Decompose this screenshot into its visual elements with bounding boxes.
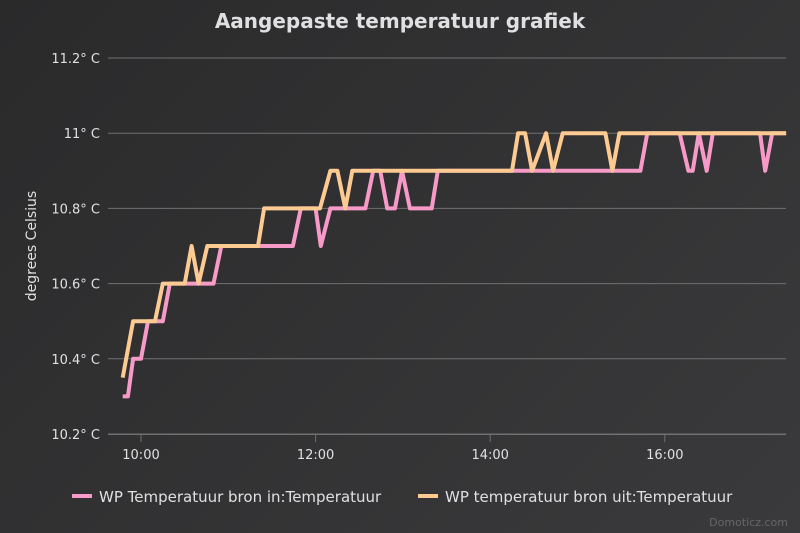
legend-item-0[interactable]: WP Temperatuur bron in:Temperatuur: [72, 488, 382, 506]
series-line-0[interactable]: [122, 131, 787, 399]
legend-label: WP Temperatuur bron in:Temperatuur: [99, 488, 382, 506]
y-tick-label: 10.8° C: [51, 202, 100, 217]
y-tick-label: 10.6° C: [51, 278, 100, 293]
series-line-1[interactable]: [120, 131, 787, 378]
y-tick-label: 11.2° C: [51, 52, 100, 67]
chart-title: Aangepaste temperatuur grafiek: [215, 9, 586, 33]
legend-label: WP temperatuur bron uit:Temperatuur: [445, 488, 733, 506]
x-tick-label: 16:00: [646, 448, 683, 463]
x-tick-label: 12:00: [297, 448, 334, 463]
x-tick-label: 14:00: [471, 448, 508, 463]
y-tick-label: 11° C: [64, 127, 100, 142]
legend-item-1[interactable]: WP temperatuur bron uit:Temperatuur: [418, 488, 733, 506]
y-axis-title: degrees Celsius: [24, 191, 40, 301]
y-tick-label: 10.4° C: [51, 353, 100, 368]
x-tick-label: 10:00: [122, 448, 159, 463]
y-tick-label: 10.2° C: [51, 428, 100, 443]
credit-link[interactable]: Domoticz.com: [709, 516, 788, 529]
